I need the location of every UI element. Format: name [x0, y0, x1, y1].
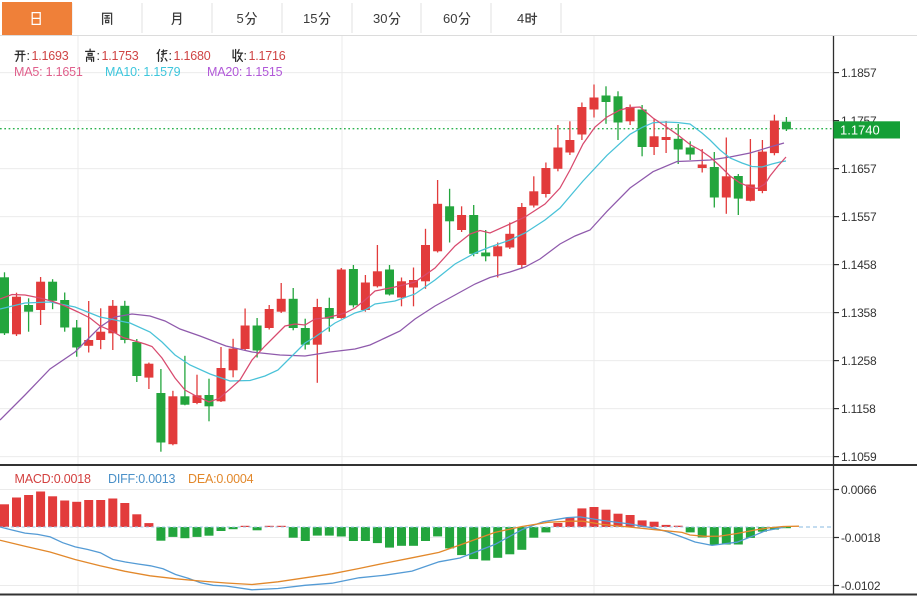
svg-text:DIFF:0.0013: DIFF:0.0013 [108, 472, 176, 486]
svg-text:1.1657: 1.1657 [841, 162, 877, 176]
svg-text::: : [27, 49, 30, 63]
svg-text::: : [244, 49, 247, 63]
svg-text:1.1258: 1.1258 [841, 354, 877, 368]
svg-text:-0.0018: -0.0018 [841, 531, 881, 545]
svg-text:-0.0102: -0.0102 [841, 579, 881, 593]
svg-text:1.1458: 1.1458 [841, 258, 877, 272]
svg-text:1.1158: 1.1158 [841, 402, 876, 416]
svg-text:MA5: 1.1651: MA5: 1.1651 [14, 65, 83, 79]
svg-text:60: 60 [443, 11, 457, 26]
svg-text:0.0066: 0.0066 [841, 483, 877, 497]
svg-text:1.1358: 1.1358 [841, 306, 877, 320]
svg-text::: : [169, 49, 172, 63]
svg-text:MACD:0.0018: MACD:0.0018 [15, 472, 92, 486]
svg-text:5: 5 [237, 11, 244, 26]
svg-text:MA20: 1.1515: MA20: 1.1515 [207, 65, 283, 79]
svg-text:1.1693: 1.1693 [32, 49, 69, 63]
svg-text:1.1753: 1.1753 [102, 49, 139, 63]
svg-text:1.1059: 1.1059 [841, 450, 877, 464]
svg-text:1.1740: 1.1740 [840, 122, 880, 137]
svg-text:1.1557: 1.1557 [841, 210, 877, 224]
svg-text:1.1857: 1.1857 [841, 66, 877, 80]
svg-text:4: 4 [517, 11, 524, 26]
svg-text:DEA:0.0004: DEA:0.0004 [188, 472, 254, 486]
svg-text:30: 30 [373, 11, 387, 26]
svg-text::: : [97, 49, 100, 63]
svg-text:1.1680: 1.1680 [174, 49, 211, 63]
svg-text:1.1716: 1.1716 [249, 49, 286, 63]
svg-text:15: 15 [303, 11, 317, 26]
svg-text:MA10: 1.1579: MA10: 1.1579 [105, 65, 181, 79]
